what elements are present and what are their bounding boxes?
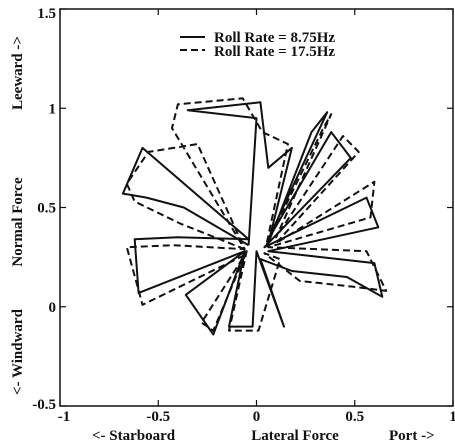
y-tick-label: 1 [49, 101, 57, 117]
series-line-2 [125, 97, 388, 332]
x-direction-right-label: Port -> [389, 428, 435, 444]
plot-frame [59, 8, 454, 407]
y-tick-label: 0 [49, 300, 57, 316]
x-ticks: -1 -0.5 0 0.5 1 [58, 9, 455, 425]
y-ticks: -0.5 0 0.5 1 1.5 [32, 6, 453, 413]
legend: Roll Rate = 8.75Hz Roll Rate = 17.5Hz [180, 30, 335, 60]
y-tick-label: 0.5 [37, 201, 56, 217]
x-tick-label: 0 [253, 409, 261, 425]
legend-label-1: Roll Rate = 8.75Hz [214, 30, 335, 46]
y-axis-label: Normal Force [10, 177, 26, 267]
series-layer [121, 97, 388, 336]
x-direction-left-label: <- Starboard [92, 428, 176, 444]
y-direction-top-label: Leeward -> [10, 36, 26, 110]
x-tick-label: 1 [449, 409, 455, 425]
y-tick-label: -0.5 [32, 397, 56, 413]
x-axis-label: Lateral Force [251, 428, 339, 444]
legend-label-2: Roll Rate = 17.5Hz [214, 44, 335, 60]
series-line-1 [121, 101, 384, 336]
x-tick-label: -1 [58, 409, 71, 425]
y-tick-label: 1.5 [37, 6, 56, 22]
x-tick-label: -0.5 [146, 409, 170, 425]
x-tick-label: 0.5 [345, 409, 364, 425]
y-direction-bottom-label: <- Windward [10, 308, 26, 395]
